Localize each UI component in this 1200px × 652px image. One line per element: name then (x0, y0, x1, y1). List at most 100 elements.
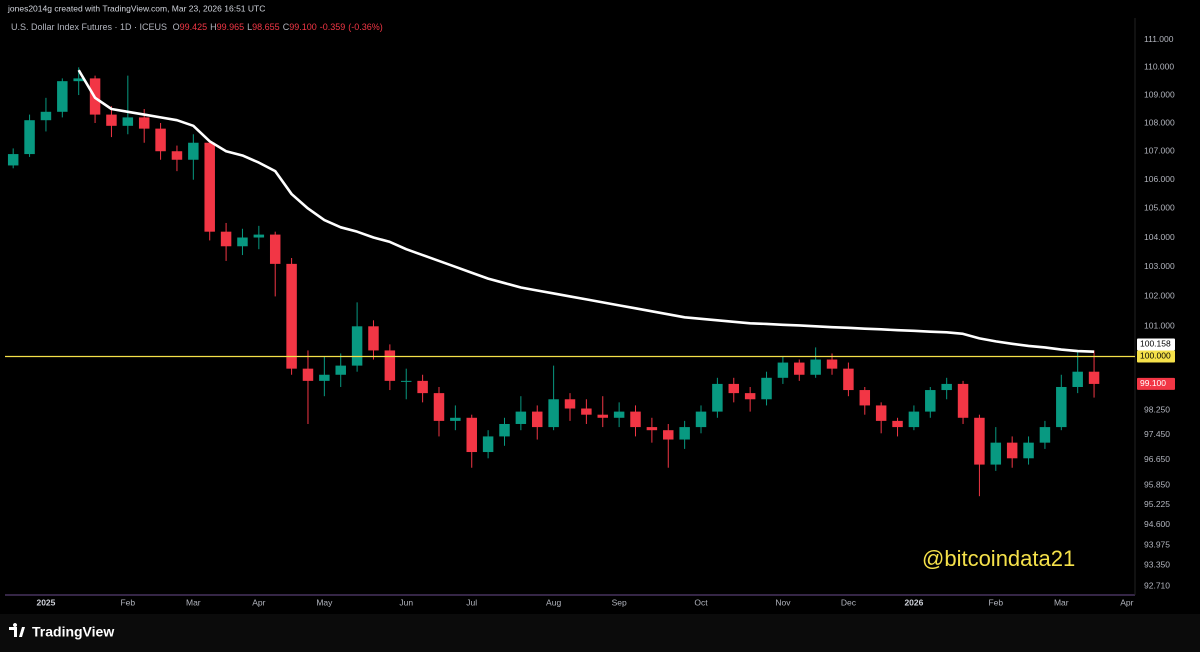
y-tick-label: 107.000 (1144, 145, 1175, 155)
last-price-label: 99.100 (1140, 378, 1166, 388)
candle-body (171, 151, 183, 160)
candle-body (974, 417, 985, 465)
x-tick-label: Mar (1054, 597, 1069, 607)
footer-bar (0, 614, 1200, 652)
y-tick-label: 98.250 (1144, 404, 1170, 414)
quote-label: H (210, 22, 217, 32)
y-tick-label: 109.000 (1144, 89, 1175, 99)
quote-label: C (282, 22, 290, 32)
x-tick-label: Aug (546, 597, 561, 607)
quote-value: 98.655 (252, 22, 280, 32)
x-tick-label: Nov (775, 597, 791, 607)
y-tick-label: 92.710 (1144, 580, 1170, 590)
x-tick-label: Oct (694, 597, 708, 607)
candle-body (384, 350, 396, 381)
y-tick-label: 97.450 (1144, 429, 1170, 439)
x-tick-label: Apr (252, 597, 265, 607)
candle-body (433, 393, 445, 421)
candle-body (859, 390, 871, 406)
x-tick-label: Mar (186, 597, 201, 607)
candle-body (646, 427, 658, 431)
candle-body (269, 234, 281, 264)
quote-change: -0.359 (319, 22, 346, 32)
y-tick-label: 93.350 (1144, 560, 1170, 570)
y-tick-label: 102.000 (1144, 291, 1175, 301)
candle-body (319, 374, 330, 381)
candle-body (957, 383, 969, 418)
candle-body (744, 393, 756, 400)
candle-body (57, 81, 68, 112)
y-tick-label: 110.000 (1144, 62, 1174, 72)
candle-body (417, 380, 428, 394)
candle-body (106, 114, 117, 126)
logo (9, 623, 25, 637)
x-tick-label: 2026 (904, 597, 923, 607)
logo-icon (9, 623, 25, 637)
x-tick-label: Dec (841, 597, 857, 607)
candle-body (761, 377, 772, 400)
y-tick-label: 106.000 (1144, 174, 1175, 184)
quote-change-pct: (-0.36%) (348, 22, 383, 32)
candle-body (925, 390, 936, 412)
quote-label: O (172, 22, 180, 32)
candle-body (548, 399, 559, 428)
y-tick-label: 103.000 (1144, 261, 1175, 271)
candle-body (892, 420, 903, 428)
watermark: @bitcoindata21 (922, 546, 1075, 571)
x-tick-label: May (316, 597, 333, 607)
candle-body (1088, 371, 1100, 384)
y-tick-label: 105.000 (1144, 203, 1175, 213)
candle-body (875, 405, 887, 421)
candle-body (728, 383, 740, 394)
candle-body (138, 117, 150, 129)
candle-body (1039, 427, 1051, 443)
candle-body (908, 411, 920, 428)
candle-body (351, 326, 363, 366)
candle-body (7, 154, 19, 166)
candle-body (450, 417, 461, 421)
y-tick-label: 96.650 (1144, 454, 1170, 464)
candle-body (794, 362, 805, 375)
candle-body (1056, 386, 1067, 428)
x-tick-label: 2025 (36, 597, 55, 607)
candle-body (253, 234, 265, 238)
candle-body (532, 411, 543, 428)
y-tick-label: 94.600 (1144, 519, 1170, 529)
candle-body (24, 120, 35, 155)
x-tick-label: Feb (120, 597, 135, 607)
x-tick-label: Jul (466, 597, 477, 607)
symbol-header: U.S. Dollar Index Futures · 1D · ICEUS O… (11, 22, 383, 32)
candle-body (482, 436, 494, 453)
credit: jones2014g created with TradingView.com,… (7, 3, 265, 13)
candle-body (663, 430, 674, 440)
candle-body (613, 411, 625, 418)
candle-body (40, 111, 52, 121)
y-tick-label: 95.850 (1144, 479, 1170, 489)
x-tick-label: Feb (988, 597, 1003, 607)
candle-body (466, 417, 477, 453)
y-tick-label: 111.000 (1144, 34, 1174, 44)
candle-body (679, 427, 690, 440)
candle-body (368, 326, 379, 351)
x-tick-label: Apr (1120, 597, 1133, 607)
quote-label: L (247, 22, 253, 32)
candle-body (1072, 371, 1083, 387)
candle-body (204, 142, 215, 232)
candle-body (990, 442, 1002, 465)
candle-body (1006, 442, 1018, 459)
candle-body (122, 117, 134, 126)
candle-body (826, 359, 838, 369)
candle-body (695, 411, 707, 428)
quote-value: 99.100 (289, 22, 317, 32)
symbol: U.S. Dollar Index Futures · 1D · ICEUS (11, 22, 168, 32)
y-tick-label: 95.225 (1144, 499, 1170, 509)
hline-label-box (1137, 350, 1175, 363)
y-tick-label: 93.975 (1144, 539, 1170, 549)
candle-body (564, 399, 576, 409)
quote-value: 99.965 (216, 22, 245, 32)
candle-body (188, 142, 199, 160)
ma-last-label-box (1137, 338, 1175, 351)
candle-body (597, 414, 608, 418)
